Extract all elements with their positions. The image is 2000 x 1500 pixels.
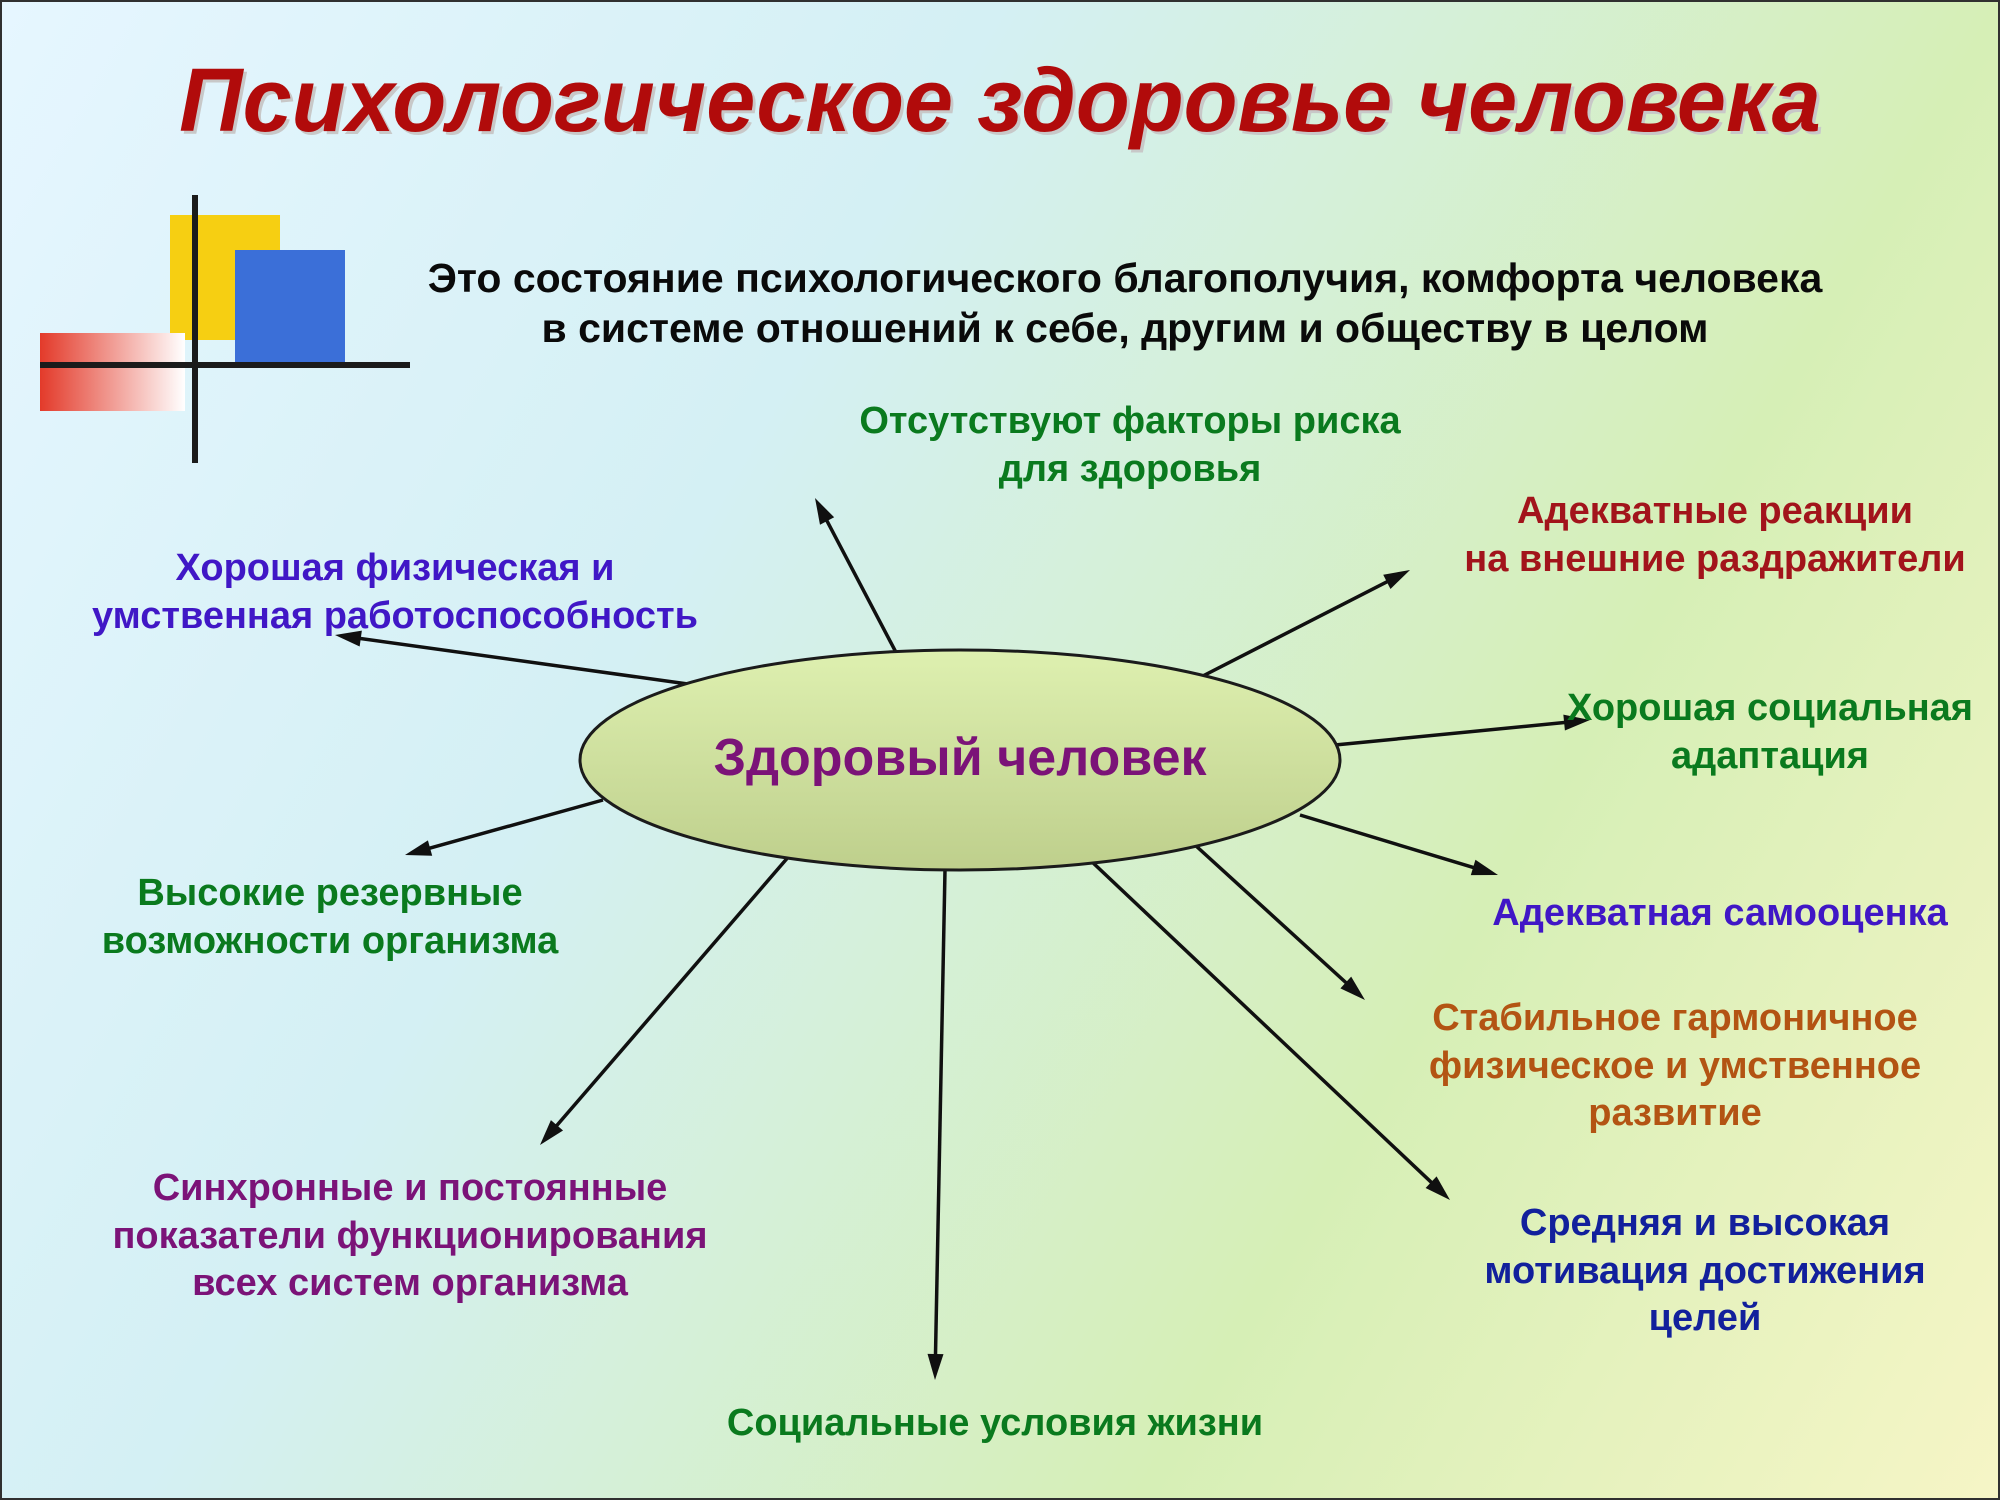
arrow-reserve-capabilities [418, 800, 603, 852]
node-reserve-capabilities: Высокие резервные возможности организма [50, 870, 610, 965]
diagram-stage: Психологическое здоровье человека Это со… [0, 0, 2000, 1500]
arrow-social-conditions [935, 870, 945, 1367]
arrow-stable-development [1195, 845, 1355, 991]
node-self-esteem: Адекватная самооценка [1410, 890, 2000, 938]
node-social-adaptation: Хорошая социальная адаптация [1510, 685, 2000, 780]
node-risk-factors: Отсутствуют факторы риска для здоровья [780, 398, 1480, 493]
arrow-self-esteem [1300, 815, 1486, 871]
center-node-label: Здоровый человек [580, 728, 1340, 788]
arrowhead-self-esteem [1471, 860, 1498, 875]
arrowhead-social-conditions [928, 1354, 944, 1380]
arrowhead-risk-factors [815, 498, 834, 525]
arrowhead-reserve-capabilities [405, 840, 432, 855]
node-motivation: Средняя и высокая мотивация достижения ц… [1425, 1200, 1985, 1343]
node-synchronous-indicators: Синхронные и постоянные показатели функц… [60, 1165, 760, 1308]
arrow-risk-factors [821, 510, 900, 660]
node-stable-development: Стабильное гармоничное физическое и умст… [1355, 995, 1995, 1138]
node-adequate-reactions: Адекватные реакции на внешние раздражите… [1405, 488, 2000, 583]
node-social-conditions: Социальные условия жизни [635, 1400, 1355, 1448]
arrow-performance [348, 637, 695, 685]
node-performance: Хорошая физическая и умственная работосп… [35, 545, 755, 640]
arrow-adequate-reactions [1195, 576, 1398, 680]
